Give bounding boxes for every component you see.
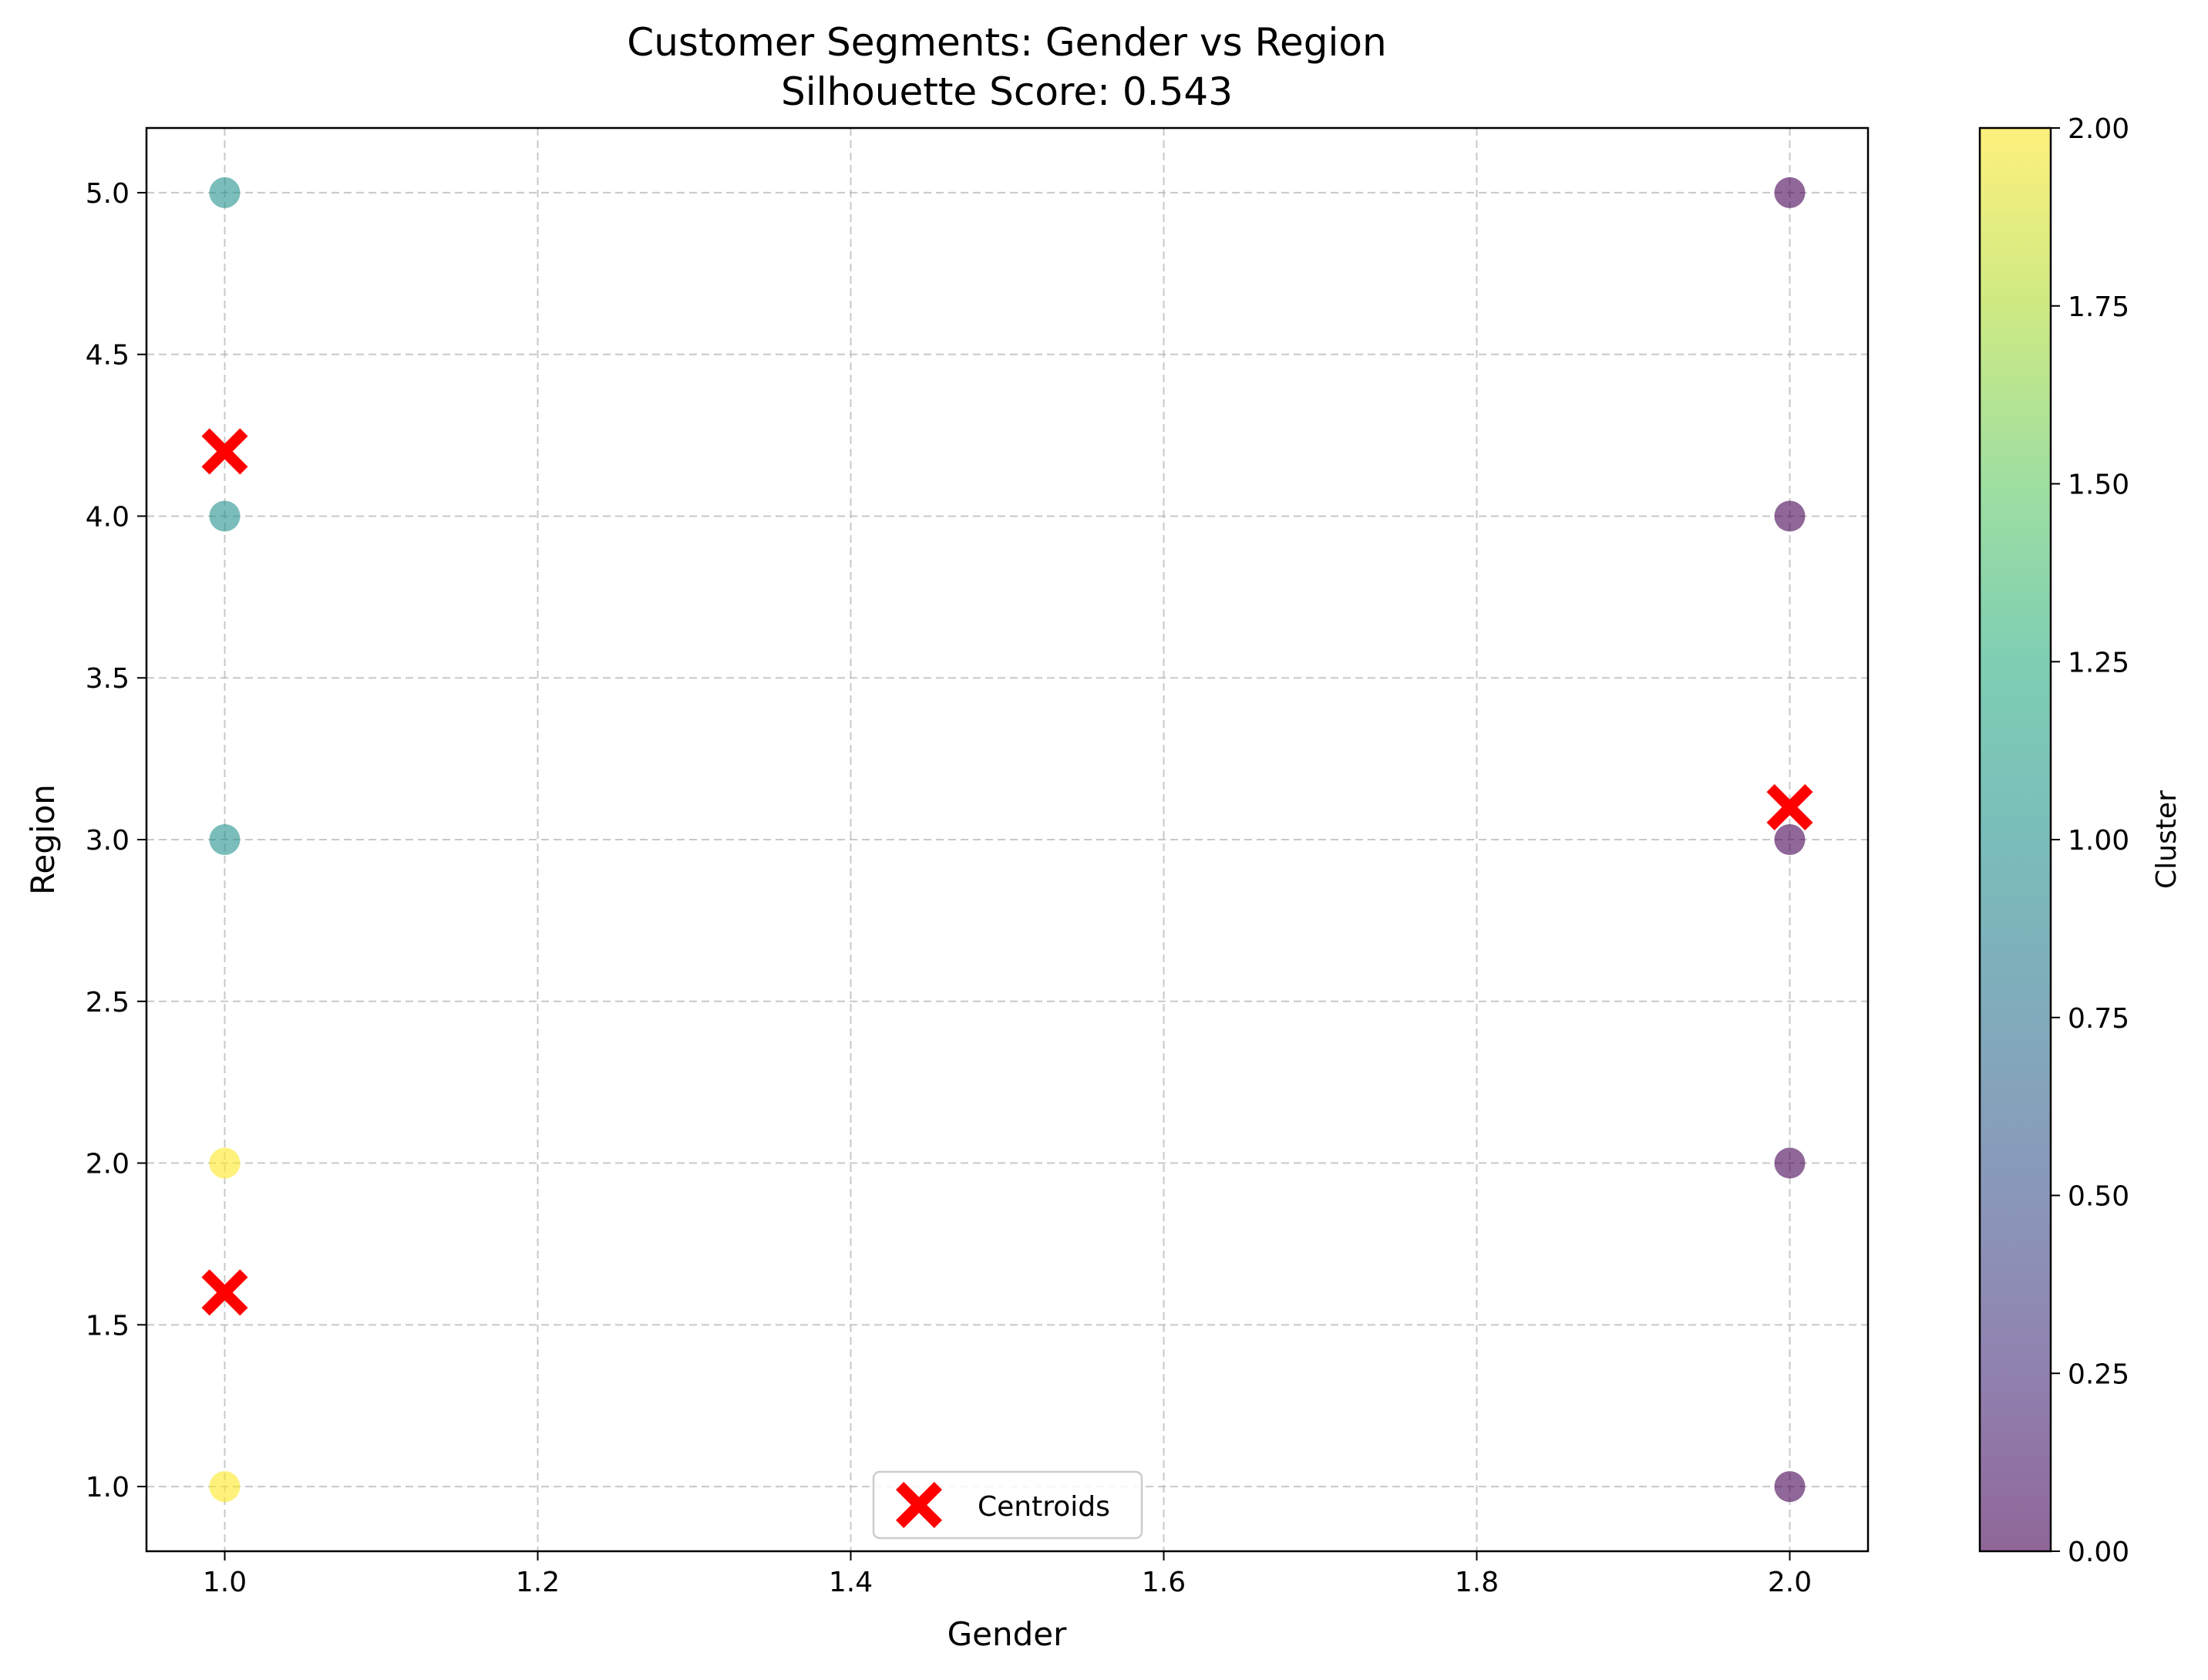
x-tick-label: 1.2 xyxy=(516,1567,560,1598)
colorbar-tick-label: 1.00 xyxy=(2068,825,2129,857)
data-point xyxy=(209,177,241,208)
y-tick-label: 3.0 xyxy=(86,825,130,857)
colorbar-tick-label: 0.50 xyxy=(2068,1181,2129,1213)
data-point xyxy=(1774,1471,1806,1503)
data-point xyxy=(1774,177,1806,208)
y-axis-label: Region xyxy=(24,784,62,895)
y-tick-label: 2.5 xyxy=(86,987,130,1018)
y-tick-label: 1.0 xyxy=(86,1472,130,1503)
colorbar-tick-label: 2.00 xyxy=(2068,113,2129,145)
x-axis-label: Gender xyxy=(947,1615,1068,1653)
data-points xyxy=(209,177,1806,1503)
y-tick-label: 1.5 xyxy=(86,1310,130,1342)
data-point xyxy=(1774,1147,1806,1179)
y-axis-ticks: 1.0 1.5 2.0 2.5 3.0 3.5 4.0 4.5 5.0 xyxy=(86,178,146,1503)
x-tick-label: 1.6 xyxy=(1142,1567,1186,1598)
grid-lines xyxy=(146,128,1868,1551)
legend-centroid-icon xyxy=(896,1482,942,1528)
data-point xyxy=(209,1147,241,1179)
colorbar-label: Cluster xyxy=(2151,790,2183,889)
legend-label: Centroids xyxy=(978,1491,1110,1523)
x-tick-label: 1.4 xyxy=(829,1567,873,1598)
colorbar: 0.00 0.25 0.50 0.75 1.00 1.25 1.50 1.75 2.00 Clu… xyxy=(1978,113,2183,1568)
y-tick-label: 4.5 xyxy=(86,340,130,372)
y-tick-label: 2.0 xyxy=(86,1149,130,1180)
colorbar-gradient xyxy=(1978,126,2052,1553)
centroid-marker xyxy=(201,428,248,475)
y-tick-label: 3.5 xyxy=(86,663,130,695)
centroid-marker xyxy=(1766,784,1813,831)
colorbar-tick-label: 0.25 xyxy=(2068,1358,2129,1390)
centroid-markers xyxy=(201,428,1813,1316)
y-tick-label: 4.0 xyxy=(86,501,130,533)
data-point xyxy=(209,824,241,855)
data-point xyxy=(209,500,241,532)
colorbar-tick-label: 1.25 xyxy=(2068,647,2129,678)
legend: Centroids xyxy=(872,1470,1143,1540)
plot-frame xyxy=(145,126,1870,1553)
x-tick-label: 2.0 xyxy=(1768,1567,1812,1598)
y-tick-label: 5.0 xyxy=(86,178,130,210)
x-tick-label: 1.0 xyxy=(203,1567,247,1598)
chart-subtitle: Silhouette Score: 0.543 xyxy=(781,69,1233,114)
chart-title: Customer Segments: Gender vs Region xyxy=(627,20,1386,65)
x-tick-label: 1.8 xyxy=(1455,1567,1499,1598)
colorbar-tick-label: 0.00 xyxy=(2068,1537,2129,1568)
colorbar-ticks: 0.00 0.25 0.50 0.75 1.00 1.25 1.50 1.75 2.00 xyxy=(2051,113,2129,1568)
centroid-marker xyxy=(201,1269,248,1316)
colorbar-tick-label: 0.75 xyxy=(2068,1003,2129,1035)
legend-centroid-mark xyxy=(896,1482,942,1528)
data-point xyxy=(1774,824,1806,855)
colorbar-tick-label: 1.75 xyxy=(2068,291,2129,323)
data-point xyxy=(1774,500,1806,532)
colorbar-tick-label: 1.50 xyxy=(2068,470,2129,501)
x-axis-ticks: 1.0 1.2 1.4 1.6 1.8 2.0 xyxy=(203,1551,1812,1598)
data-point xyxy=(209,1471,241,1503)
